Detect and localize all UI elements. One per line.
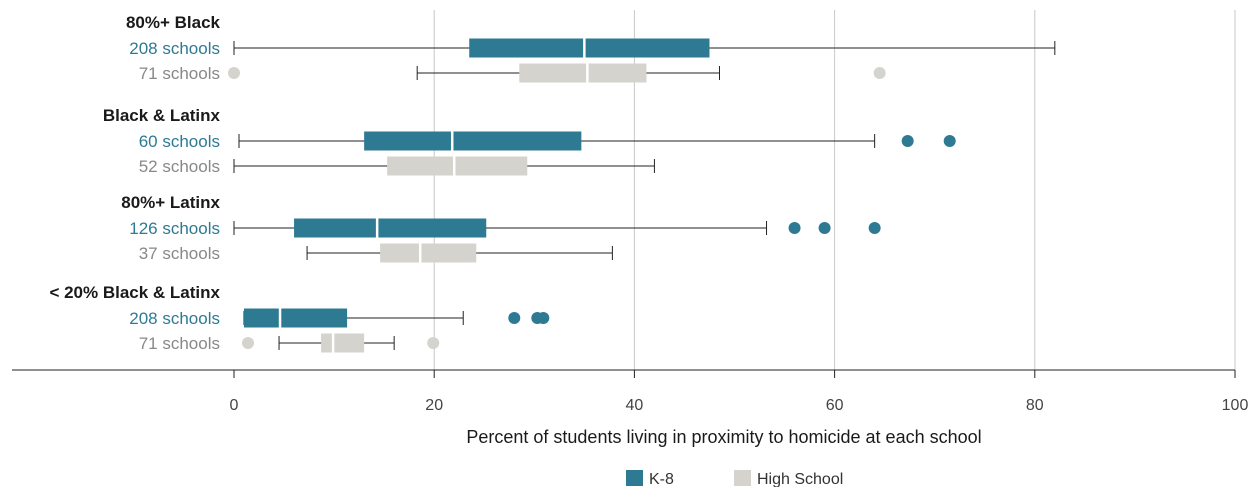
chart-groups: 80%+ Black 208 schools 71 schools Black & L…: [49, 13, 1056, 353]
legend-label: High School: [757, 471, 843, 487]
x-tick-label: 0: [230, 397, 239, 414]
iqr-box: [244, 308, 348, 328]
legend-swatch: [626, 470, 643, 486]
iqr-box: [469, 38, 710, 58]
row-label: 52 schools: [139, 157, 220, 176]
outlier-point: [427, 337, 440, 349]
high-school-box-row: 71 schools: [139, 333, 440, 353]
x-tick-label: 20: [425, 397, 443, 414]
iqr-box: [380, 243, 477, 263]
row-label: 208 schools: [129, 39, 220, 58]
high-school-box-row: 52 schools: [139, 156, 655, 176]
outlier-point: [868, 222, 881, 234]
row-label: 37 schools: [139, 244, 220, 263]
x-tick-label: 40: [626, 397, 644, 414]
x-tick-label: 80: [1026, 397, 1044, 414]
legend: K-8 High School: [626, 470, 843, 487]
k8-box-row: 126 schools: [129, 218, 881, 238]
group-3: < 20% Black & Latinx 208 schools 71 school…: [49, 283, 550, 353]
legend-label: K-8: [649, 471, 674, 487]
group-title: < 20% Black & Latinx: [49, 283, 220, 302]
iqr-box: [387, 156, 528, 176]
group-title: 80%+ Black: [126, 13, 221, 32]
group-0: 80%+ Black 208 schools 71 schools: [126, 13, 1056, 83]
legend-item-k8: K-8: [626, 470, 674, 487]
row-label: 60 schools: [139, 132, 220, 151]
iqr-box: [321, 333, 365, 353]
high-school-box-row: 71 schools: [139, 63, 886, 83]
iqr-box: [364, 131, 582, 151]
x-tick-label: 100: [1222, 397, 1249, 414]
iqr-box: [294, 218, 487, 238]
x-tick-label: 60: [826, 397, 844, 414]
group-title: 80%+ Latinx: [121, 193, 220, 212]
k8-box-row: 208 schools: [129, 38, 1056, 58]
x-axis: 0 20 40 60 80 100: [12, 369, 1249, 414]
row-label: 126 schools: [129, 219, 220, 238]
group-1: Black & Latinx 60 schools 52 schools: [103, 106, 956, 176]
legend-item-high-school: High School: [734, 470, 843, 487]
k8-box-row: 208 schools: [129, 308, 550, 328]
outlier-point: [508, 312, 521, 324]
outlier-point: [228, 67, 240, 79]
outlier-point: [818, 222, 831, 234]
group-title: Black & Latinx: [103, 106, 221, 125]
row-label: 208 schools: [129, 309, 220, 328]
outlier-point: [242, 337, 255, 349]
row-label: 71 schools: [139, 64, 220, 83]
row-label: 71 schools: [139, 334, 220, 353]
outlier-point: [788, 222, 801, 234]
outlier-point: [873, 67, 886, 79]
outlier-point: [901, 135, 914, 147]
high-school-box-row: 37 schools: [139, 243, 613, 263]
outlier-point: [943, 135, 956, 147]
iqr-box: [519, 63, 647, 83]
outlier-point: [537, 312, 550, 324]
x-axis-label: Percent of students living in proximity …: [466, 427, 981, 447]
group-2: 80%+ Latinx 126 schools 37 schools: [121, 193, 881, 263]
legend-swatch: [734, 470, 751, 486]
k8-box-row: 60 schools: [139, 131, 956, 151]
